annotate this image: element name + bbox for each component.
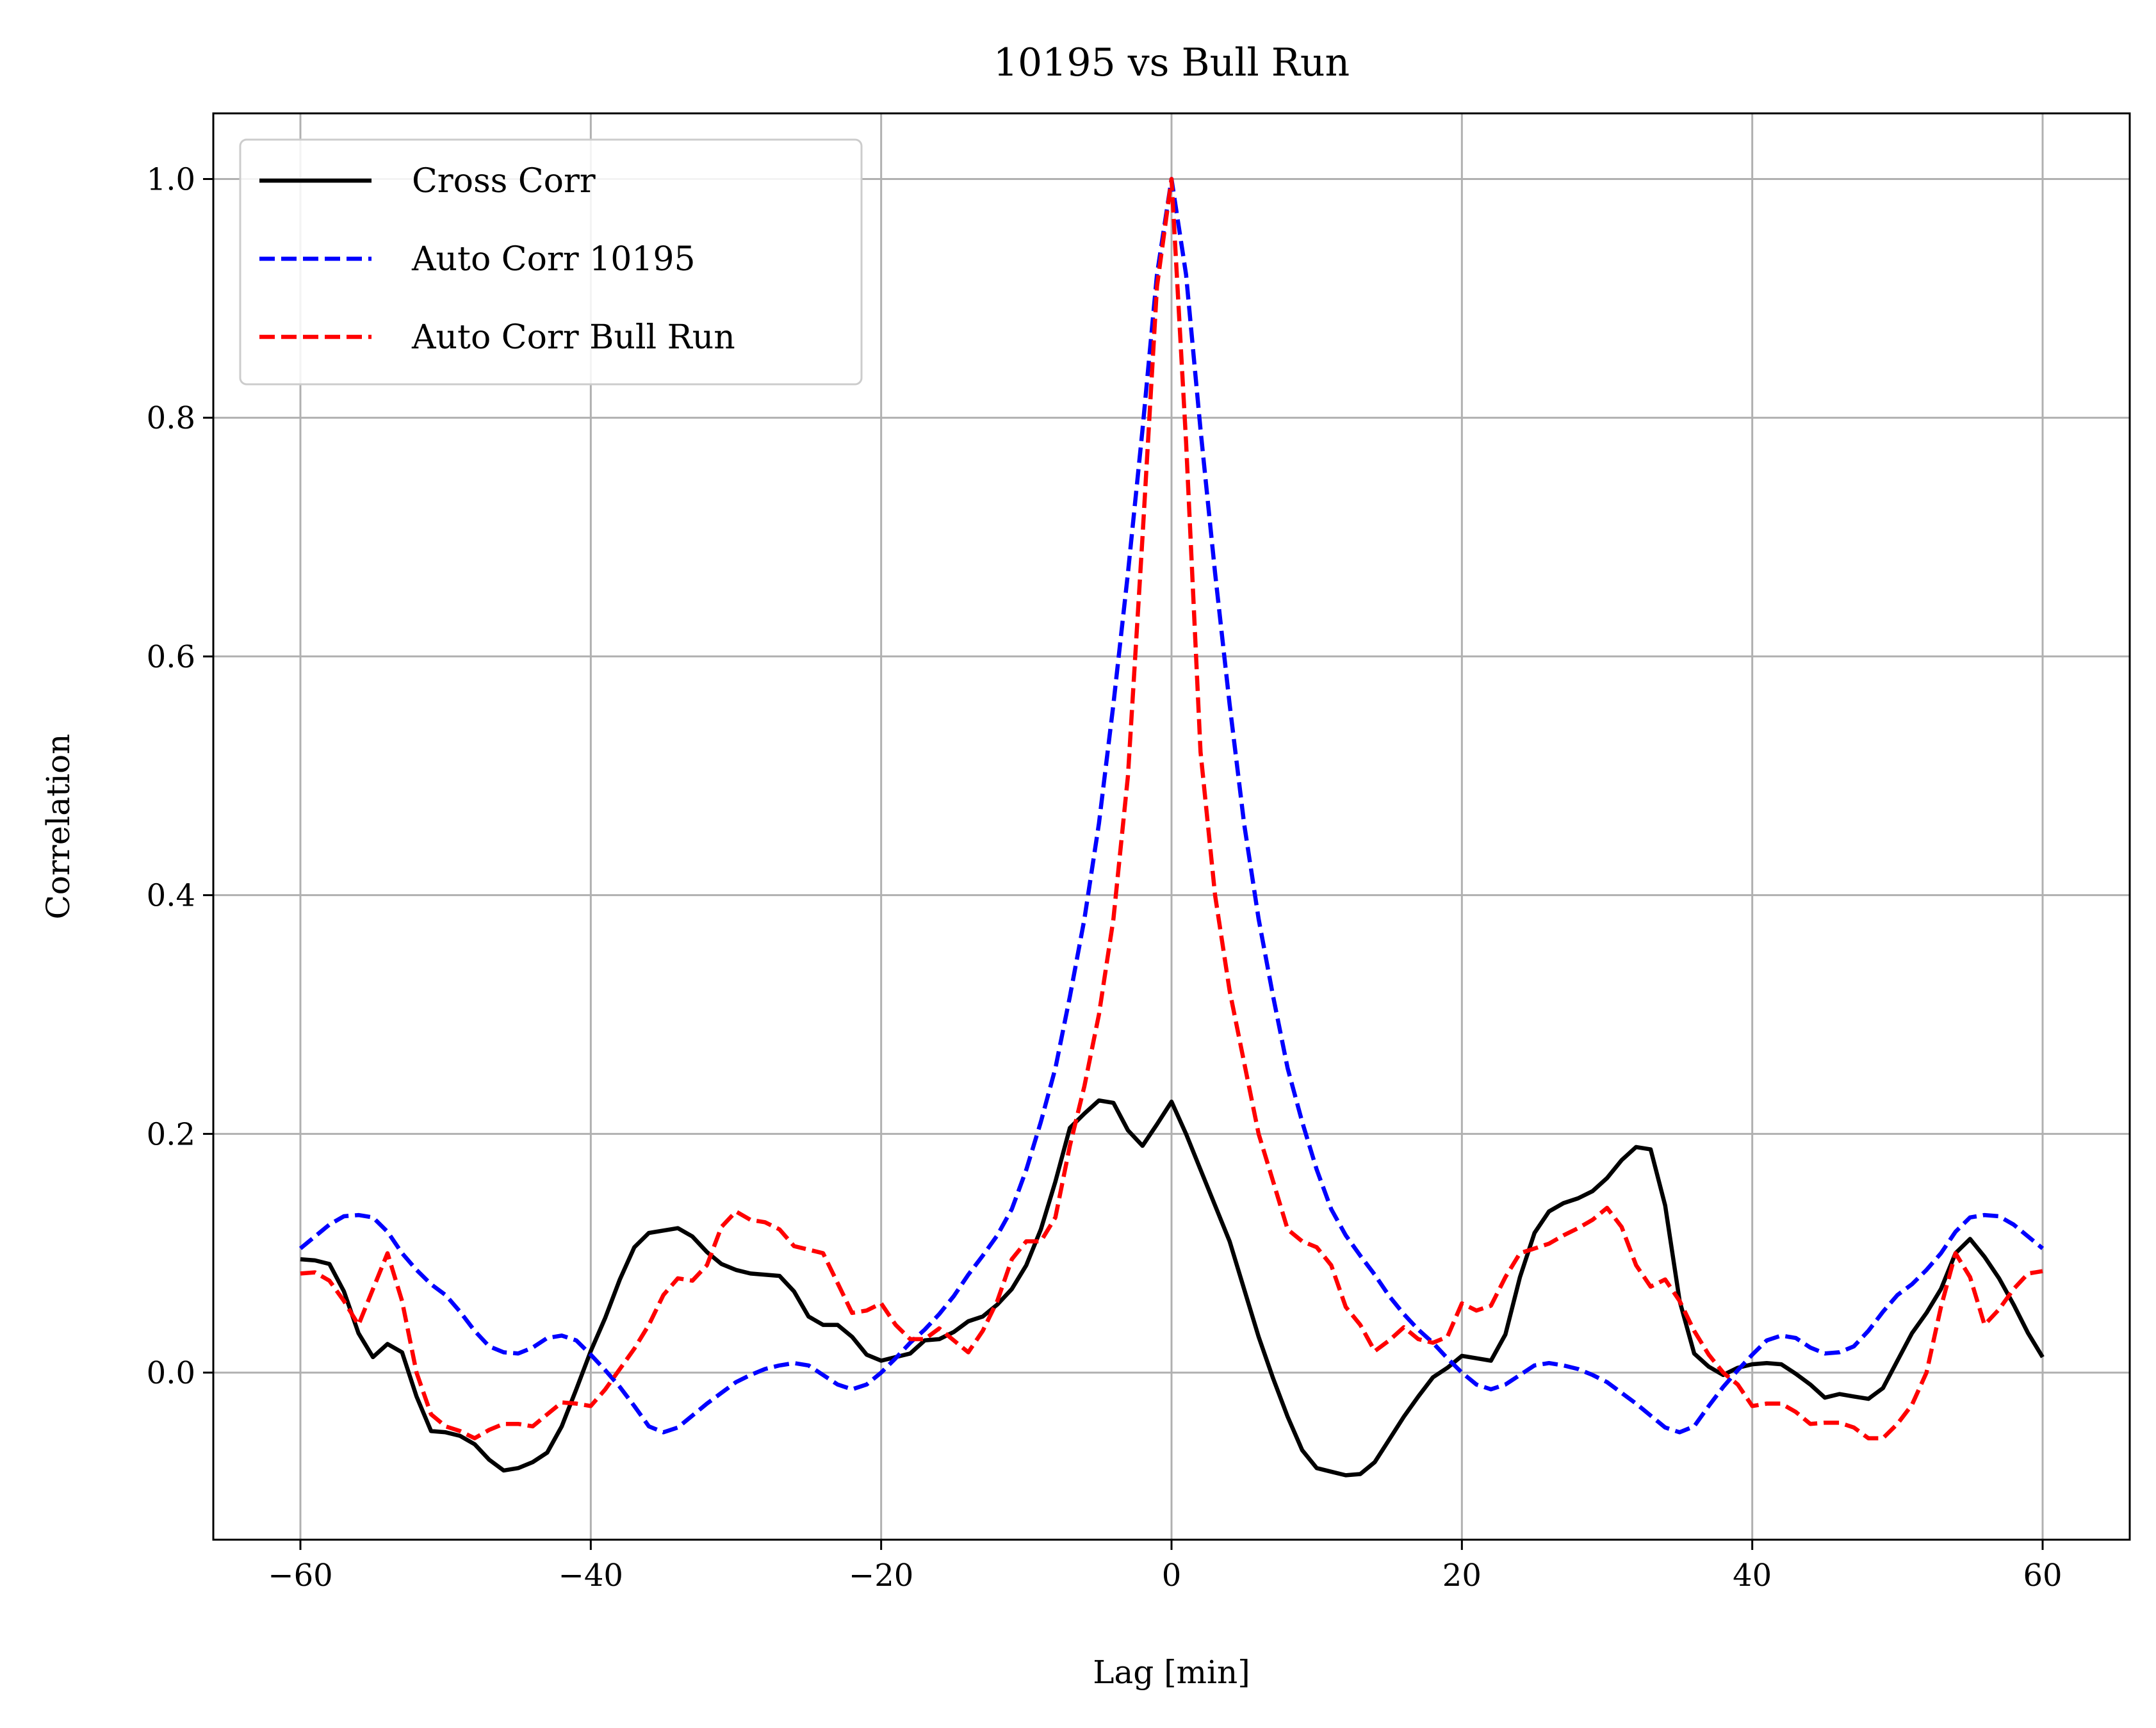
legend-label: Auto Corr 10195 [411,240,696,279]
x-tick-label: 20 [1442,1558,1482,1594]
y-tick-label: 0.4 [147,878,195,914]
plot-lines [298,177,2045,1478]
y-tick-label: 1.0 [147,161,195,197]
x-tick-label: 0 [1162,1558,1182,1594]
chart-title: 10195 vs Bull Run [993,40,1350,85]
y-tick-label: 0.2 [147,1116,195,1152]
x-axis: −60 −40 −20 0 20 40 60 [268,1540,2062,1594]
x-tick-label: −60 [268,1558,332,1594]
legend-box [239,138,863,386]
grid [213,113,2130,1540]
x-tick-label: −20 [849,1558,913,1594]
x-tick-label: 40 [1733,1558,1772,1594]
y-tick-label: 0.0 [147,1355,195,1391]
x-tick-label: −40 [559,1558,623,1594]
y-tick-label: 0.6 [147,639,195,675]
y-tick-label: 0.8 [147,400,195,436]
legend-label: Auto Corr Bull Run [411,318,735,357]
y-axis: 0.0 0.2 0.4 0.6 0.8 1.0 [147,161,213,1391]
legend: Cross Corr Auto Corr 10195 Auto Corr Bull … [239,138,863,386]
x-axis-label: Lag [min] [1093,1654,1250,1691]
legend-label: Cross Corr [412,162,596,200]
series-line-auto-corr-bull-run [300,177,2043,1440]
series-line-cross-corr [300,1098,2045,1478]
y-axis-label: Correlation [40,734,77,920]
x-tick-label: 60 [2023,1558,2062,1594]
